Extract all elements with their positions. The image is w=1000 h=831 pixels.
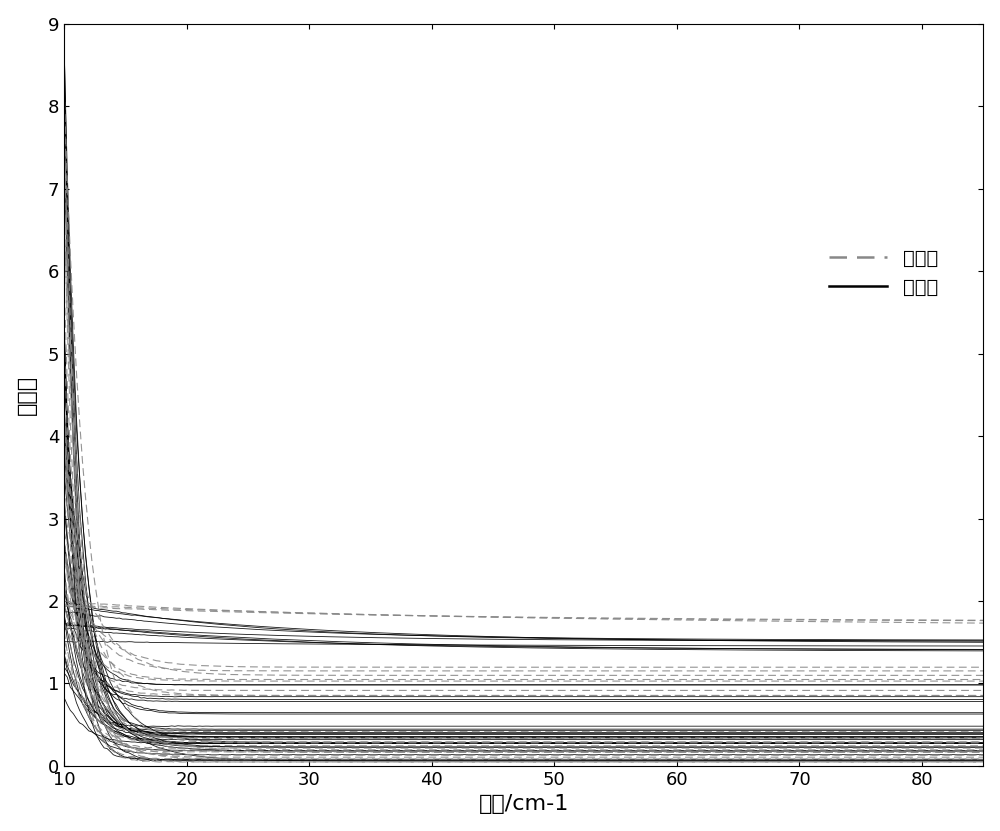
Legend: 发芽粒, 正常粒: 发芽粒, 正常粒 (821, 241, 946, 304)
X-axis label: 波数/cm-1: 波数/cm-1 (479, 794, 569, 814)
Y-axis label: 折射率: 折射率 (17, 375, 37, 415)
